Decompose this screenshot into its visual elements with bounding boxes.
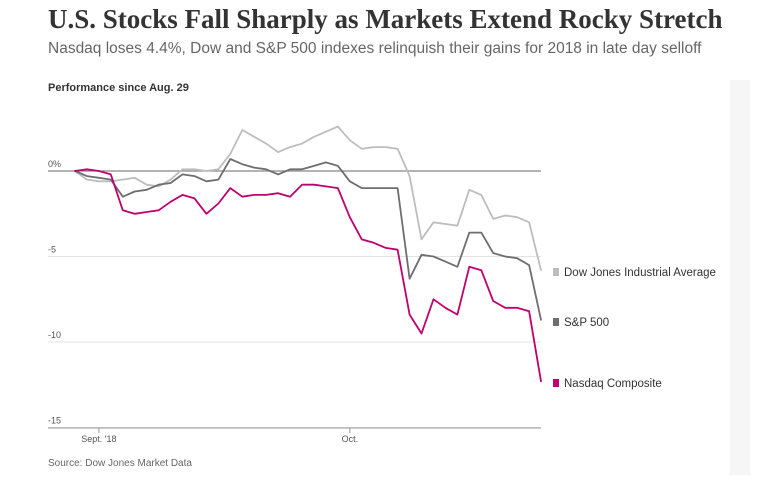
tick-labels: 0% -5 -10 -15 Sept. '18 Oct. — [48, 159, 358, 444]
y-tick-label: -10 — [48, 330, 61, 340]
headline: U.S. Stocks Fall Sharply as Markets Exte… — [48, 4, 723, 34]
x-tick-label: Sept. '18 — [81, 434, 116, 444]
y-tick-label: 0% — [48, 159, 61, 169]
legend-marker — [553, 379, 559, 387]
legend: Dow Jones Industrial Average S&P 500 Nasda… — [553, 267, 716, 390]
axes — [48, 427, 541, 433]
legend-label: S&P 500 — [564, 317, 609, 329]
legend-label: Nasdaq Composite — [564, 378, 662, 390]
subhead: Nasdaq loses 4.4%, Dow and S&P 500 index… — [48, 40, 702, 57]
side-strip — [730, 80, 750, 475]
y-tick-label: -15 — [48, 416, 61, 426]
source-note: Source: Dow Jones Market Data — [48, 458, 192, 469]
legend-marker — [553, 268, 559, 276]
performance-label: Performance since Aug. 29 — [48, 82, 189, 94]
legend-label: Dow Jones Industrial Average — [564, 267, 716, 279]
series-line — [74, 125, 542, 272]
series-line — [74, 158, 542, 321]
legend-marker — [553, 318, 559, 326]
series-line — [74, 168, 542, 383]
x-tick-label: Oct. — [342, 434, 359, 444]
y-tick-label: -5 — [48, 245, 56, 255]
series-lines — [74, 125, 542, 383]
